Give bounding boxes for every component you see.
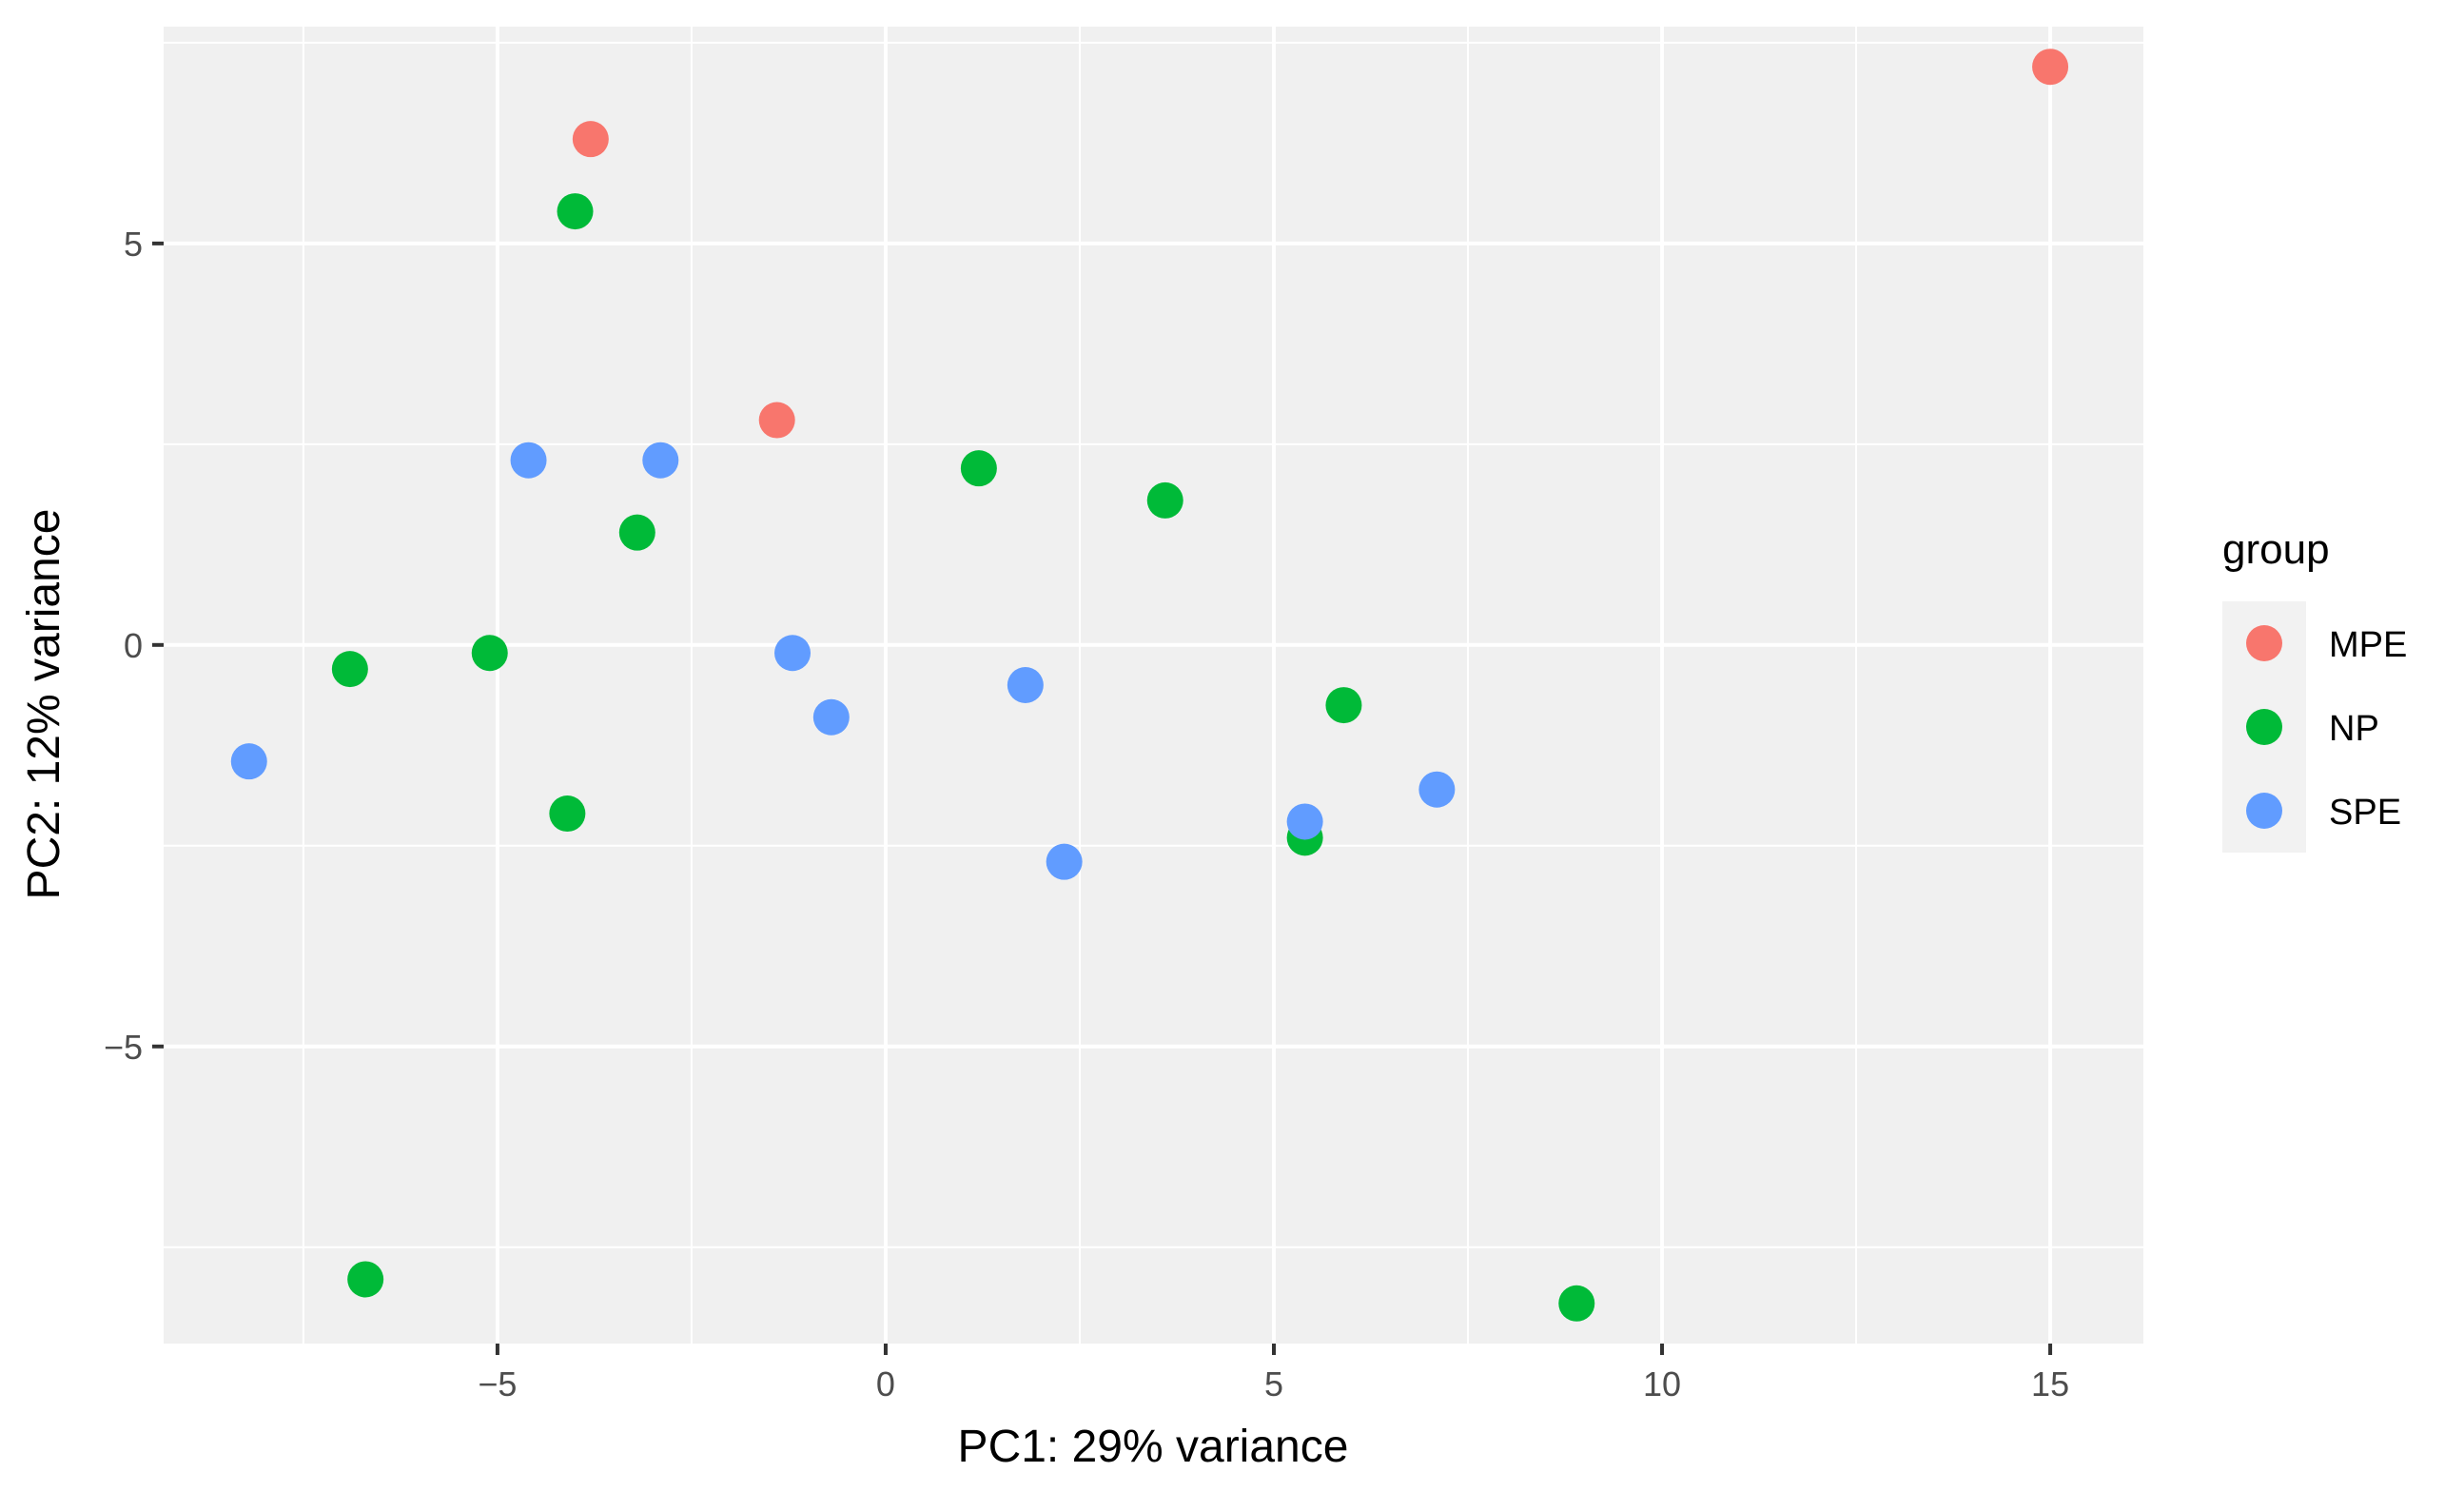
x-tick-label: −5: [478, 1364, 517, 1404]
data-point-np: [618, 514, 655, 551]
legend-key-mpe: [2246, 625, 2282, 661]
x-tick-label: 10: [1643, 1364, 1681, 1404]
data-point-np: [347, 1261, 384, 1298]
legend-key-spe: [2246, 793, 2282, 829]
x-axis: −5 0 5 10 15: [478, 1344, 2069, 1404]
data-point-spe: [510, 442, 547, 479]
grid-minor: [164, 27, 2143, 1344]
data-point-spe: [812, 698, 850, 736]
x-axis-title: PC1: 29% variance: [958, 1422, 1349, 1472]
data-point-spe: [642, 442, 679, 479]
data-point-spe: [230, 743, 267, 780]
y-tick-label: 5: [124, 225, 143, 264]
data-point-mpe: [2032, 49, 2069, 86]
legend-label-mpe: MPE: [2329, 625, 2407, 665]
data-point-spe: [1046, 843, 1083, 880]
legend-label-spe: SPE: [2329, 793, 2401, 833]
data-point-np: [471, 635, 508, 672]
data-point-spe: [1286, 803, 1323, 840]
y-axis-title: PC2: 12% variance: [19, 509, 69, 900]
data-point-np: [1325, 687, 1362, 724]
data-points: [230, 49, 2069, 1322]
legend-key-np: [2246, 709, 2282, 745]
plot-panel: [164, 27, 2143, 1344]
x-tick-label: 5: [1264, 1364, 1283, 1404]
data-point-np: [557, 193, 594, 230]
data-point-mpe: [758, 402, 795, 439]
legend: group MPE NP SPE: [2222, 526, 2407, 853]
y-axis: −5 0 5: [104, 225, 164, 1067]
y-tick-label: 0: [124, 626, 143, 665]
data-point-np: [1146, 481, 1183, 519]
data-point-np: [960, 450, 997, 487]
y-tick-label: −5: [104, 1028, 143, 1067]
data-point-mpe: [572, 121, 609, 158]
x-tick-label: 0: [876, 1364, 895, 1404]
data-point-spe: [1007, 667, 1044, 703]
legend-title: group: [2222, 526, 2330, 573]
grid-major: [164, 27, 2143, 1344]
legend-label-np: NP: [2329, 709, 2379, 749]
data-point-np: [331, 651, 368, 688]
data-point-spe: [774, 635, 812, 672]
data-point-np: [1558, 1285, 1595, 1322]
x-tick-label: 15: [2031, 1364, 2069, 1404]
data-point-spe: [1418, 771, 1456, 808]
data-point-np: [549, 795, 586, 833]
